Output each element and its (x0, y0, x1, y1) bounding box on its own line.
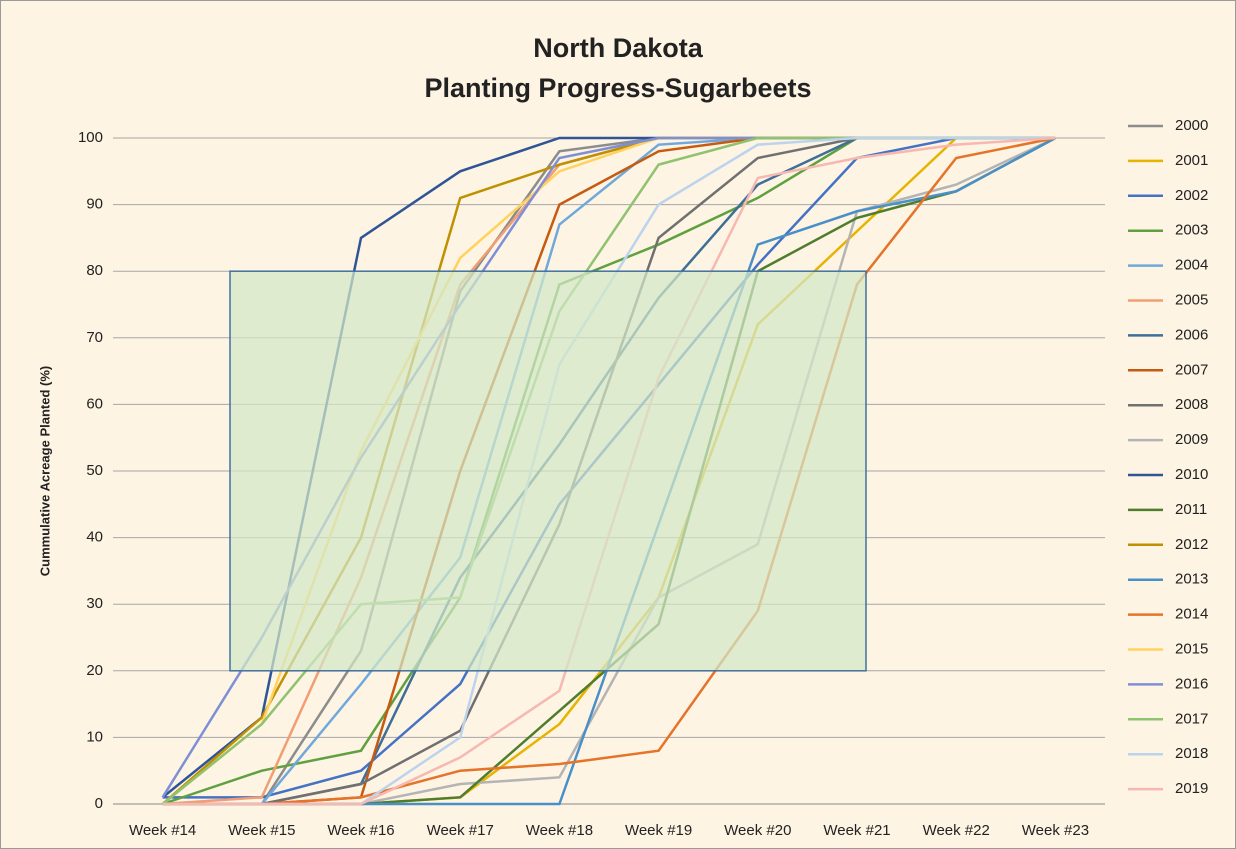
y-tick-label: 40 (86, 529, 103, 546)
x-tick-label: Week #22 (923, 822, 990, 839)
legend-label: 2017 (1175, 710, 1208, 727)
legend-label: 2000 (1175, 117, 1208, 134)
x-tick-label: Week #18 (526, 822, 593, 839)
legend-label: 2009 (1175, 431, 1208, 448)
legend-label: 2018 (1175, 745, 1208, 762)
chart-title: North Dakota (533, 33, 703, 63)
y-tick-label: 70 (86, 329, 103, 346)
x-tick-label: Week #19 (625, 822, 692, 839)
y-tick-label: 20 (86, 662, 103, 679)
y-tick-label: 80 (86, 262, 103, 279)
legend-label: 2014 (1175, 606, 1208, 623)
legend-label: 2007 (1175, 361, 1208, 378)
legend-label: 2010 (1175, 466, 1208, 483)
x-tick-label: Week #20 (724, 822, 791, 839)
legend-label: 2012 (1175, 536, 1208, 553)
legend-label: 2004 (1175, 257, 1208, 274)
legend-label: 2002 (1175, 187, 1208, 204)
y-tick-label: 50 (86, 462, 103, 479)
y-tick-label: 100 (78, 129, 103, 146)
legend-label: 2008 (1175, 396, 1208, 413)
x-tick-label: Week #23 (1022, 822, 1089, 839)
x-tick-label: Week #16 (327, 822, 394, 839)
legend-label: 2013 (1175, 571, 1208, 588)
y-axis-label: Cummulative Acreage Planted (%) (37, 366, 52, 576)
y-tick-label: 60 (86, 395, 103, 412)
y-tick-label: 0 (95, 795, 103, 812)
y-tick-label: 30 (86, 595, 103, 612)
legend-label: 2019 (1175, 780, 1208, 797)
legend-label: 2011 (1175, 501, 1207, 518)
legend-label: 2006 (1175, 326, 1208, 343)
legend-label: 2015 (1175, 640, 1208, 657)
series-line (162, 136, 1056, 806)
x-tick-label: Week #15 (228, 822, 295, 839)
legend-label: 2003 (1175, 222, 1208, 239)
y-tick-label: 90 (86, 196, 103, 213)
chart-subtitle: Planting Progress-Sugarbeets (424, 73, 811, 103)
legend-label: 2016 (1175, 675, 1208, 692)
x-tick-label: Week #17 (427, 822, 494, 839)
x-tick-label: Week #14 (129, 822, 196, 839)
legend-label: 2005 (1175, 291, 1208, 308)
x-tick-label: Week #21 (823, 822, 890, 839)
highlight-box (229, 270, 867, 672)
legend-label: 2001 (1175, 152, 1208, 169)
y-tick-label: 10 (86, 728, 103, 745)
